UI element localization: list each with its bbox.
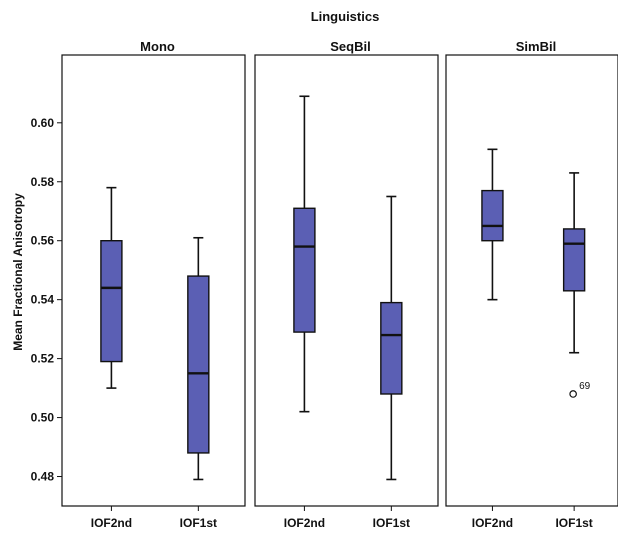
box	[187, 275, 210, 454]
x-tick-label: IOF2nd	[91, 516, 132, 530]
box	[293, 207, 316, 333]
panel-title: SeqBil	[330, 39, 370, 54]
outlier-point	[569, 390, 577, 398]
y-tick-label: 0.60	[31, 116, 55, 130]
box	[380, 301, 403, 395]
y-tick-label: 0.54	[31, 293, 55, 307]
panel-frame	[61, 54, 246, 507]
box	[481, 189, 504, 242]
x-tick-label: IOF2nd	[472, 516, 513, 530]
y-tick-label: 0.50	[31, 411, 55, 425]
outlier-label: 69	[579, 381, 591, 392]
panel-frame	[254, 54, 439, 507]
box	[562, 228, 586, 292]
y-tick-label: 0.48	[31, 470, 55, 484]
y-tick-label: 0.58	[31, 175, 55, 189]
x-tick-label: IOF1st	[373, 516, 410, 530]
box	[100, 240, 123, 363]
x-tick-label: IOF1st	[555, 516, 592, 530]
panel-title: Mono	[140, 39, 175, 54]
y-tick-label: 0.56	[31, 234, 55, 248]
x-tick-label: IOF1st	[180, 516, 217, 530]
plot-area: 0.48 0.50 0.52 0.54 0.56 0.58 0.60 Mono IOF2nd IO…	[31, 39, 618, 530]
panel-title: SimBil	[516, 39, 556, 54]
panel-frame	[445, 54, 618, 507]
y-tick-label: 0.52	[31, 352, 55, 366]
chart-title: Linguistics	[311, 9, 380, 24]
x-tick-label: IOF2nd	[284, 516, 325, 530]
y-axis-label: Mean Fractional Anisotropy	[11, 193, 25, 351]
